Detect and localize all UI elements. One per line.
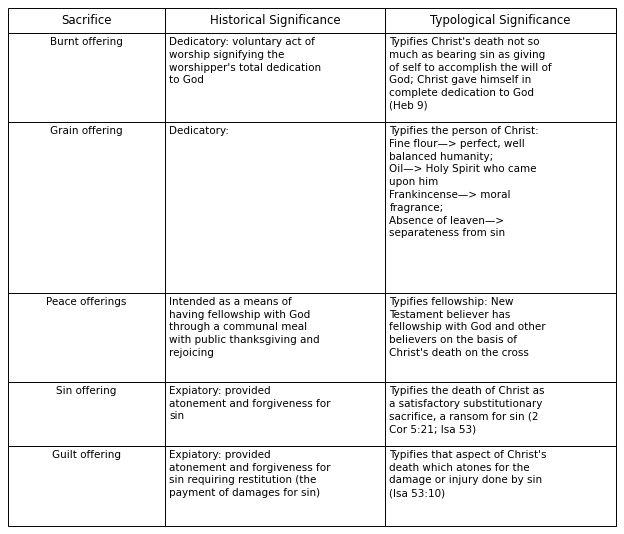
Text: Typifies the death of Christ as
a satisfactory substitutionary
sacrifice, a rans: Typifies the death of Christ as a satisf…: [389, 386, 545, 434]
Bar: [165, 122, 386, 293]
Text: Peace offerings: Peace offerings: [46, 297, 127, 307]
Text: Typological Significance: Typological Significance: [431, 14, 571, 27]
Text: Intended as a means of
having fellowship with God
through a communal meal
with p: Intended as a means of having fellowship…: [169, 297, 320, 358]
Bar: [165, 382, 386, 446]
Text: Burnt offering: Burnt offering: [50, 37, 123, 47]
Bar: [386, 382, 616, 446]
Text: Historical Significance: Historical Significance: [210, 14, 341, 27]
Text: Dedicatory:: Dedicatory:: [169, 126, 229, 136]
Bar: [386, 446, 616, 526]
Bar: [8, 382, 165, 446]
Text: Expiatory: provided
atonement and forgiveness for
sin requiring restitution (the: Expiatory: provided atonement and forgiv…: [169, 450, 331, 498]
Bar: [165, 8, 386, 33]
Text: Typifies fellowship: New
Testament believer has
fellowship with God and other
be: Typifies fellowship: New Testament belie…: [389, 297, 546, 358]
Bar: [8, 33, 165, 122]
Text: Guilt offering: Guilt offering: [52, 450, 121, 460]
Bar: [165, 446, 386, 526]
Bar: [8, 446, 165, 526]
Bar: [386, 293, 616, 382]
Bar: [8, 293, 165, 382]
Text: Typifies the person of Christ:
Fine flour—> perfect, well
balanced humanity;
Oil: Typifies the person of Christ: Fine flou…: [389, 126, 539, 238]
Text: Sin offering: Sin offering: [56, 386, 117, 396]
Text: Expiatory: provided
atonement and forgiveness for
sin: Expiatory: provided atonement and forgiv…: [169, 386, 331, 421]
Bar: [8, 8, 165, 33]
Bar: [165, 293, 386, 382]
Text: Grain offering: Grain offering: [51, 126, 123, 136]
Text: Dedicatory: voluntary act of
worship signifying the
worshipper's total dedicatio: Dedicatory: voluntary act of worship sig…: [169, 37, 321, 85]
Text: Typifies Christ's death not so
much as bearing sin as giving
of self to accompli: Typifies Christ's death not so much as b…: [389, 37, 552, 111]
Text: Sacrifice: Sacrifice: [61, 14, 112, 27]
Text: Typifies that aspect of Christ's
death which atones for the
damage or injury don: Typifies that aspect of Christ's death w…: [389, 450, 547, 498]
Bar: [165, 33, 386, 122]
Bar: [386, 122, 616, 293]
Bar: [386, 33, 616, 122]
Bar: [8, 122, 165, 293]
Bar: [386, 8, 616, 33]
